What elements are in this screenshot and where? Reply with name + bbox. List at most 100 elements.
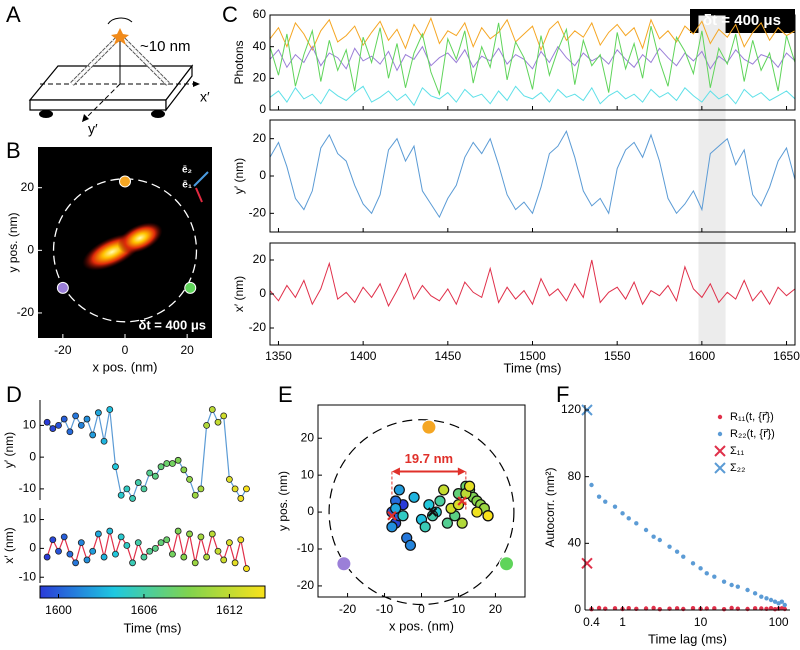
y-tick-label: -20: [17, 305, 35, 319]
y-tick-label: 10: [23, 512, 37, 526]
point: [197, 485, 205, 493]
point: [112, 550, 119, 558]
y-tick-label: 20: [253, 131, 267, 145]
x-tick-label: 0: [418, 602, 425, 616]
panel-label: F: [556, 382, 569, 407]
heatmap-blob: [117, 222, 163, 254]
point: [43, 418, 51, 426]
point: [690, 605, 696, 611]
point: [220, 556, 228, 564]
legend-marker: [717, 431, 723, 437]
x-axis-label: x pos. (nm): [389, 618, 454, 633]
y-tick-label: 120: [561, 402, 581, 416]
legend-label: R₁₁(t, {r⃗}): [730, 411, 774, 423]
y-tick-label: 10: [23, 418, 37, 432]
point: [729, 582, 734, 588]
point: [203, 421, 211, 429]
point: [667, 544, 672, 549]
point: [721, 579, 727, 584]
y-axis-label: y pos. (nm): [6, 212, 20, 272]
y-axis-label: y pos. (nm): [276, 471, 290, 531]
legend-label: Σ₁₁: [730, 445, 745, 457]
point: [231, 485, 239, 493]
x-axis-label: x pos. (nm): [92, 359, 157, 374]
y-tick-label: -20: [249, 206, 267, 220]
point: [782, 606, 787, 612]
point: [651, 605, 656, 611]
x-tick-label: 20: [180, 343, 194, 357]
point: [66, 550, 74, 558]
point: [779, 599, 785, 604]
y-tick-label: 10: [301, 467, 315, 481]
panel-label: B: [6, 138, 21, 163]
point: [657, 537, 662, 543]
y-tick-label: -10: [297, 541, 315, 555]
point: [49, 536, 57, 544]
legend-marker: [714, 445, 726, 457]
annotation: δt = 400 μs: [138, 317, 206, 332]
arrow-head: [82, 114, 89, 122]
point: [157, 539, 165, 547]
point: [123, 485, 131, 493]
x-tick-label: 1: [619, 615, 626, 629]
point: [626, 605, 631, 611]
point: [134, 539, 142, 547]
point: [225, 475, 233, 483]
point: [117, 491, 125, 499]
point: [463, 480, 476, 492]
x-tick-label: 10: [694, 615, 708, 629]
point: [782, 602, 787, 608]
surface-side: [165, 64, 193, 112]
y-tick-label: 0: [307, 504, 314, 518]
point: [140, 553, 148, 561]
point: [106, 527, 114, 535]
arrow-head: [391, 467, 400, 476]
point: [94, 530, 102, 538]
site: [184, 281, 197, 294]
point: [712, 606, 717, 611]
point: [77, 421, 85, 429]
annotation: δt = 400 μs: [703, 12, 781, 29]
vector: [193, 171, 209, 187]
site: [421, 419, 437, 435]
point: [197, 533, 205, 541]
point: [634, 521, 639, 526]
cross: [457, 496, 467, 506]
point: [77, 539, 85, 547]
point: [180, 466, 188, 474]
point: [386, 521, 398, 533]
ring: [328, 419, 515, 606]
point: [169, 550, 176, 558]
y-tick-label: -20: [249, 320, 267, 334]
x-tick-label: 1400: [350, 349, 377, 363]
point: [112, 463, 119, 471]
point: [146, 469, 154, 477]
y-tick-label: 20: [21, 180, 35, 194]
point: [612, 504, 618, 509]
cross: [387, 510, 397, 521]
point: [704, 571, 709, 576]
point: [66, 428, 74, 436]
y-axis-line: [81, 83, 121, 123]
vector: [195, 187, 203, 203]
point: [60, 533, 68, 541]
panel-label: C: [222, 2, 238, 27]
point: [100, 553, 108, 561]
point: [43, 553, 51, 561]
diagram: A ~10 nm x′ y′: [6, 2, 210, 137]
arrow-head: [193, 81, 200, 87]
point: [157, 463, 165, 471]
point: [603, 499, 608, 504]
point: [169, 460, 176, 467]
x-tick-label: 1600: [689, 349, 716, 363]
point: [89, 431, 97, 439]
y-tick-label: 20: [253, 252, 267, 266]
axis-label: x′: [200, 89, 210, 105]
y-tick-label: 40: [568, 536, 582, 550]
y-tick-label: 40: [253, 39, 267, 53]
series-line: [269, 129, 796, 219]
point: [214, 547, 222, 555]
panel-label: E: [278, 382, 293, 407]
x-tick-label: -10: [376, 602, 394, 616]
point: [735, 584, 741, 589]
